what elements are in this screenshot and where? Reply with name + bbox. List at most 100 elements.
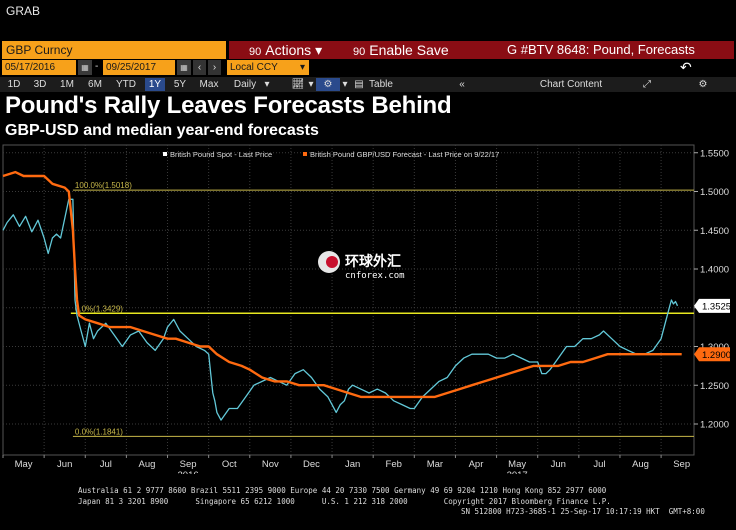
period-1d[interactable]: 1D	[7, 79, 21, 90]
x-tick-label: Dec	[303, 459, 320, 470]
undo-icon[interactable]: ↶	[680, 59, 692, 75]
y-tick-label: 1.2000	[700, 420, 729, 431]
last-price-tag	[694, 347, 730, 362]
chart-content-button[interactable]: Chart Content	[539, 79, 603, 90]
chart-area: 100.0%(1.5018) 0.0%(1.3429) 0.0%(1.1841) 1…	[0, 142, 736, 481]
period-5y[interactable]: 5Y	[173, 79, 187, 90]
chevron-down-icon[interactable]: ▾	[308, 79, 314, 90]
enable-save-label: Enable Save	[369, 42, 449, 58]
frequency-select[interactable]: Daily	[233, 79, 257, 90]
table-icon[interactable]: ▤	[354, 79, 364, 90]
actions-button[interactable]: 90 Actions ▾	[249, 41, 322, 59]
fib-level-label: 0.0%(1.1841)	[75, 427, 123, 436]
plot-frame	[2, 144, 695, 456]
table-button[interactable]: Table	[369, 79, 393, 90]
compare-icon[interactable]: ⚙︎	[316, 78, 340, 91]
x-year-label: 2016	[178, 470, 199, 474]
page-title: Pound's Rally Leaves Forecasts Behind	[5, 92, 452, 119]
last-price-value: 1.2900	[702, 350, 731, 361]
chevron-down-icon[interactable]: ▾	[264, 79, 270, 90]
command-bar: GBP Curncy 90 Actions ▾ 90 Enable Save G #…	[0, 41, 736, 59]
period-1m[interactable]: 1M	[60, 79, 74, 90]
fib-levels: 100.0%(1.5018) 0.0%(1.3429) 0.0%(1.1841)	[70, 181, 694, 437]
gear-icon[interactable]: ⚙	[698, 79, 708, 90]
page-subtitle: GBP-USD and median year-end forecasts	[5, 122, 319, 139]
last-price-value: 1.3525	[702, 301, 731, 312]
legend-label: British Pound GBP/USD Forecast - Last Pr…	[310, 150, 499, 159]
y-tick-label: 1.5500	[700, 148, 729, 159]
x-tick-label: Jul	[100, 459, 112, 470]
currency-label: Local CCY	[230, 62, 278, 73]
legend-swatch	[303, 152, 307, 156]
series-forecast-line	[2, 170, 682, 399]
dropdown-icon: ▾	[315, 42, 323, 58]
series-spot-line	[2, 198, 679, 421]
x-tick-label: May	[15, 459, 33, 470]
x-tick-label: Oct	[222, 459, 237, 470]
date-range-bar: 05/17/2016 ▦ - 09/25/2017 ▦ ‹ › Local CC…	[0, 60, 736, 76]
chart-background	[0, 142, 736, 474]
footer-line-1: Australia 61 2 9777 8600 Brazil 5511 239…	[78, 486, 607, 495]
x-tick-label: Feb	[386, 459, 402, 470]
watermark-site: cnforex.com	[345, 271, 405, 281]
x-tick-label: Sep	[180, 459, 197, 470]
watermark-logo-dot	[326, 256, 338, 268]
calendar-icon[interactable]: ▦	[78, 60, 92, 75]
legend-label: British Pound Spot - Last Price	[170, 150, 272, 159]
calendar-icon[interactable]: ▦	[177, 60, 191, 75]
line-chart: 100.0%(1.5018) 0.0%(1.3429) 0.0%(1.1841) 1…	[0, 142, 736, 481]
y-tick-label: 1.4500	[700, 226, 729, 237]
y-tick-label: 1.4000	[700, 265, 729, 276]
currency-select[interactable]: Local CCY	[227, 60, 307, 75]
last-price-tag	[694, 298, 730, 313]
x-tick-label: Nov	[262, 459, 279, 470]
chevron-down-icon[interactable]: ▾	[296, 60, 309, 75]
period-3d[interactable]: 3D	[33, 79, 47, 90]
footer-line-3: SN 512800 H723-3685-1 25-Sep-17 10:17:19…	[461, 507, 705, 516]
footer-line-2: Japan 81 3 3201 8900 Singapore 65 6212 1…	[78, 497, 611, 506]
actions-label: Actions	[265, 42, 312, 58]
chevron-down-icon[interactable]: ▾	[342, 79, 348, 90]
x-tick-label: Aug	[139, 459, 156, 470]
x-tick-label: Jun	[551, 459, 566, 470]
red-toolbar: 90 Actions ▾ 90 Enable Save G #BTV 8648: P…	[229, 41, 734, 59]
expand-icon[interactable]: ⤢	[643, 79, 651, 90]
fib-level-label: 100.0%(1.5018)	[75, 181, 132, 190]
chevron-left-icon[interactable]: ‹	[193, 60, 206, 75]
chart-toolbar: 1D 3D 1M 6M YTD 1Y 5Y Max Daily ▾ 📈︎ ▾ ⚙…	[0, 77, 736, 92]
date-separator: -	[95, 61, 99, 72]
x-tick-label: Jan	[345, 459, 360, 470]
collapse-icon[interactable]: «	[459, 79, 465, 90]
y-tick-label: 1.2500	[700, 381, 729, 392]
watermark: 环球外汇 cnforex.com	[318, 251, 405, 281]
period-6m[interactable]: 6M	[88, 79, 102, 90]
x-tick-label: Sep	[673, 459, 690, 470]
start-date-field[interactable]: 05/17/2016	[2, 60, 76, 75]
fib-level-label: 0.0%(1.3429)	[75, 304, 123, 313]
x-year-label: 2017	[507, 470, 528, 474]
actions-code: 90	[249, 46, 262, 58]
line-chart-icon[interactable]: 📈︎	[291, 79, 305, 90]
window-title: G #BTV 8648: Pound, Forecasts	[507, 42, 695, 57]
series-group	[2, 170, 682, 421]
x-tick-label: Jul	[593, 459, 605, 470]
watermark-cn-text: 环球外汇	[345, 253, 401, 270]
y-tick-label: 1.5000	[700, 187, 729, 198]
period-ytd[interactable]: YTD	[116, 79, 136, 90]
grid	[2, 144, 695, 456]
security-field[interactable]: GBP Curncy	[2, 41, 226, 59]
last-price-labels: 1.3525 1.2900	[694, 298, 731, 362]
legend: British Pound Spot - Last Price British P…	[163, 150, 499, 159]
enable-save-button[interactable]: 90 Enable Save	[353, 41, 449, 59]
x-tick-label: Apr	[469, 459, 484, 470]
chevron-right-icon[interactable]: ›	[208, 60, 221, 75]
end-date-field[interactable]: 09/25/2017	[103, 60, 175, 75]
x-tick-label: May	[508, 459, 526, 470]
grab-label: GRAB	[6, 4, 41, 18]
x-tick-label: Mar	[427, 459, 443, 470]
save-code: 90	[353, 46, 366, 58]
period-max[interactable]: Max	[199, 79, 219, 90]
legend-swatch	[163, 152, 167, 156]
x-tick-label: Aug	[632, 459, 649, 470]
period-1y[interactable]: 1Y	[145, 78, 165, 91]
